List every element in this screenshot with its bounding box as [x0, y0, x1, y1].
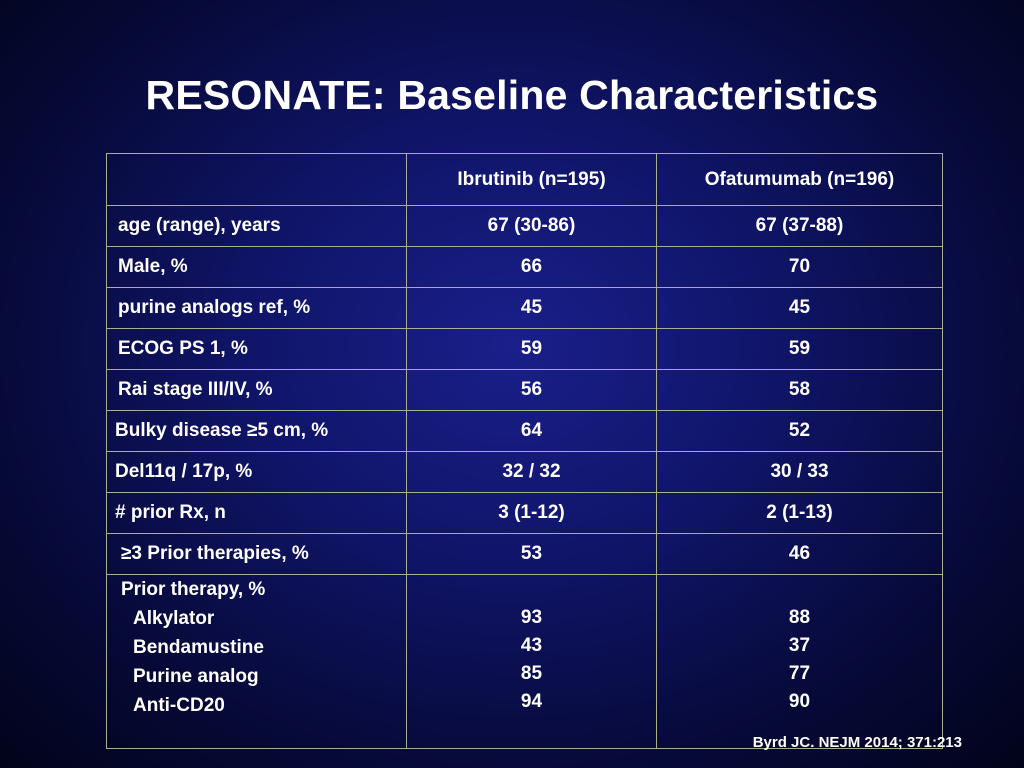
ibrutinib-value: 45 — [406, 287, 657, 329]
ofatumumab-value: 37 — [788, 635, 811, 656]
prior-therapy-ibrutinib-values: 93 43 85 94 — [406, 574, 657, 749]
ibrutinib-value: 56 — [406, 369, 657, 411]
prior-therapy-item-label: Anti-CD20 — [133, 695, 225, 716]
table-row: Male, % 66 70 — [106, 246, 943, 288]
ofatumumab-value: 88 — [788, 607, 811, 628]
ofatumumab-value: 45 — [656, 287, 943, 329]
citation: Byrd JC. NEJM 2014; 371:213 — [752, 734, 962, 751]
row-label: ECOG PS 1, % — [106, 328, 407, 370]
prior-therapy-item-label: Purine analog — [133, 666, 259, 687]
ofatumumab-value: 59 — [656, 328, 943, 370]
prior-therapy-labels: Prior therapy, % Alkylator Bendamustine … — [106, 574, 407, 749]
table-row: Rai stage III/IV, % 56 58 — [106, 369, 943, 411]
table-row: Bulky disease ≥5 cm, % 64 52 — [106, 410, 943, 452]
table-row: ECOG PS 1, % 59 59 — [106, 328, 943, 370]
ibrutinib-value: 32 / 32 — [406, 451, 657, 493]
table-header-row: Ibrutinib (n=195) Ofatumumab (n=196) — [106, 153, 943, 206]
ibrutinib-value: 66 — [406, 246, 657, 288]
table-row: purine analogs ref, % 45 45 — [106, 287, 943, 329]
prior-therapy-row: Prior therapy, % Alkylator Bendamustine … — [106, 574, 943, 749]
row-label: Rai stage III/IV, % — [106, 369, 407, 411]
header-ibrutinib: Ibrutinib (n=195) — [406, 153, 657, 206]
baseline-table: Ibrutinib (n=195) Ofatumumab (n=196) age… — [106, 153, 943, 749]
ibrutinib-value: 67 (30-86) — [406, 205, 657, 247]
table-row: Del11q / 17p, % 32 / 32 30 / 33 — [106, 451, 943, 493]
prior-therapy-item-label: Alkylator — [133, 608, 215, 629]
row-label: purine analogs ref, % — [106, 287, 407, 329]
row-label: Del11q / 17p, % — [106, 451, 407, 493]
ibrutinib-value: 3 (1-12) — [406, 492, 657, 534]
ibrutinib-value: 53 — [406, 533, 657, 575]
ofatumumab-value: 67 (37-88) — [656, 205, 943, 247]
prior-therapy-ofatumumab-values: 88 37 77 90 — [656, 574, 943, 749]
slide-title: RESONATE: Baseline Characteristics — [145, 72, 879, 118]
ofatumumab-value: 52 — [656, 410, 943, 452]
prior-therapy-heading: Prior therapy, % — [121, 579, 266, 600]
row-label: Bulky disease ≥5 cm, % — [106, 410, 407, 452]
table-row: # prior Rx, n 3 (1-12) 2 (1-13) — [106, 492, 943, 534]
ibrutinib-value: 64 — [406, 410, 657, 452]
ibrutinib-value: 93 — [520, 607, 543, 628]
ofatumumab-value: 2 (1-13) — [656, 492, 943, 534]
ofatumumab-value: 46 — [656, 533, 943, 575]
ofatumumab-value: 90 — [788, 691, 811, 712]
ibrutinib-value: 94 — [520, 691, 543, 712]
table-row: age (range), years 67 (30-86) 67 (37-88) — [106, 205, 943, 247]
ibrutinib-value: 85 — [520, 663, 543, 684]
ofatumumab-value: 58 — [656, 369, 943, 411]
ofatumumab-value: 77 — [788, 663, 811, 684]
ibrutinib-value: 59 — [406, 328, 657, 370]
ofatumumab-value: 30 / 33 — [656, 451, 943, 493]
header-empty — [106, 153, 407, 206]
header-ofatumumab: Ofatumumab (n=196) — [656, 153, 943, 206]
row-label: # prior Rx, n — [106, 492, 407, 534]
table-row: ≥3 Prior therapies, % 53 46 — [106, 533, 943, 575]
prior-therapy-item-label: Bendamustine — [133, 637, 264, 658]
row-label: ≥3 Prior therapies, % — [106, 533, 407, 575]
ibrutinib-value: 43 — [520, 635, 543, 656]
ofatumumab-value: 70 — [656, 246, 943, 288]
row-label: age (range), years — [106, 205, 407, 247]
row-label: Male, % — [106, 246, 407, 288]
